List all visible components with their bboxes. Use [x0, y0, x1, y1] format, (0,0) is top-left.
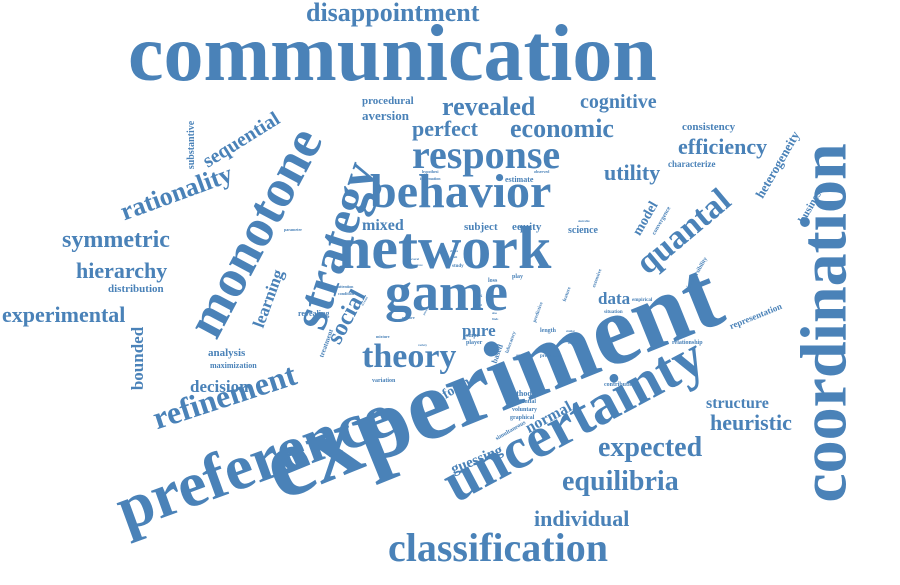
- word-play: play: [512, 274, 524, 280]
- word-prediction: prediction: [540, 354, 562, 359]
- word-analysis: analysis: [208, 347, 246, 359]
- word-several: several: [410, 257, 419, 261]
- word-economic: economic: [510, 114, 614, 143]
- word-estimate: estimate: [505, 175, 534, 184]
- word-outcome: outcome: [516, 353, 527, 357]
- word-loss: loss: [488, 278, 498, 284]
- word-characterize: characterize: [668, 159, 716, 169]
- word-disappointment: disappointment: [306, 0, 480, 27]
- word-finds: finds: [492, 317, 499, 321]
- word-expected: expected: [598, 432, 703, 463]
- word-hypothesi: hypothesi: [422, 169, 439, 174]
- word-distribution: distribution: [108, 283, 164, 295]
- word-coordination: coordination: [787, 143, 861, 503]
- word-relationship: relationship: [672, 340, 703, 346]
- word-substantive: substantive: [186, 120, 198, 170]
- word-stronger: stronger: [568, 341, 579, 345]
- word-substantial: substantial: [508, 399, 537, 405]
- word-perfect: perfect: [412, 116, 478, 141]
- word-condition: condition: [338, 291, 355, 296]
- word-hierarchy: hierarchy: [76, 258, 168, 283]
- word-efficiency: efficiency: [678, 134, 768, 159]
- word-heuristic: heuristic: [710, 410, 792, 435]
- word-experimental: experimental: [2, 302, 126, 327]
- word-parameter: parameter: [284, 227, 302, 232]
- word-response: response: [412, 132, 561, 177]
- word-similar: similar: [566, 329, 575, 333]
- word-information: information: [420, 176, 441, 181]
- word-observed: observed: [534, 169, 550, 174]
- word-situation: situation: [604, 310, 623, 315]
- word-length: length: [540, 328, 557, 334]
- word-study: study: [452, 264, 464, 269]
- word-classification: classification: [388, 525, 608, 570]
- word-smpe: smpe: [466, 333, 480, 339]
- word-variety: variety: [418, 343, 427, 347]
- word-consistency: consistency: [682, 121, 736, 133]
- word-symmetric: symmetric: [62, 227, 170, 253]
- word-maximization: maximization: [210, 361, 257, 370]
- word-science: science: [568, 225, 598, 236]
- word-subject: subject: [464, 221, 498, 233]
- word-variation: variation: [372, 378, 396, 384]
- word-risk: risk: [474, 294, 483, 299]
- word-utility: utility: [604, 160, 661, 185]
- word-bounded: bounded: [128, 326, 148, 391]
- word-also: also: [492, 311, 498, 315]
- word-explore: explore: [402, 315, 415, 320]
- word-individual: individual: [534, 506, 630, 531]
- word-restrict: restrict: [418, 285, 428, 289]
- word-procedural: procedural: [362, 95, 414, 107]
- word-attention: attention: [338, 284, 354, 289]
- word-contribution: contribution: [604, 382, 637, 388]
- word-capture: capture: [566, 335, 576, 339]
- word-result: result: [450, 255, 458, 259]
- word-network: network: [338, 215, 552, 281]
- word-communication: communication: [128, 10, 657, 98]
- word-player: player: [466, 340, 483, 346]
- word-graphical: graphical: [510, 415, 535, 421]
- word-improve: improve: [412, 263, 423, 267]
- word-aversion: aversion: [362, 108, 409, 123]
- word-data: data: [598, 289, 631, 308]
- word-pure: pure: [462, 321, 496, 340]
- word-choice: choice: [450, 249, 458, 253]
- word-cognitive: cognitive: [580, 91, 657, 113]
- word-treatment: treatment: [317, 328, 336, 359]
- word-behavior: behavior: [370, 165, 552, 218]
- word-equity: equity: [512, 221, 542, 233]
- word-rationality: rationality: [116, 158, 237, 227]
- word-level: level: [476, 303, 482, 307]
- word-decision: decision: [190, 377, 249, 396]
- word-empirical: empirical: [632, 298, 653, 303]
- word-voluntary: voluntary: [512, 407, 538, 413]
- word-mixture: mixture: [376, 334, 390, 339]
- word-structure: structure: [706, 395, 769, 412]
- word-method: method: [506, 389, 532, 398]
- word-equilibria: equilibria: [562, 466, 679, 497]
- word-game: game: [385, 262, 508, 322]
- word-representation: representation: [727, 300, 784, 332]
- word-revealed: revealed: [442, 92, 536, 121]
- word-theory: theory: [362, 338, 457, 375]
- word-revealing: revealing: [298, 309, 330, 318]
- word-desirable: desirable: [578, 219, 590, 223]
- word-mixed: mixed: [362, 217, 404, 234]
